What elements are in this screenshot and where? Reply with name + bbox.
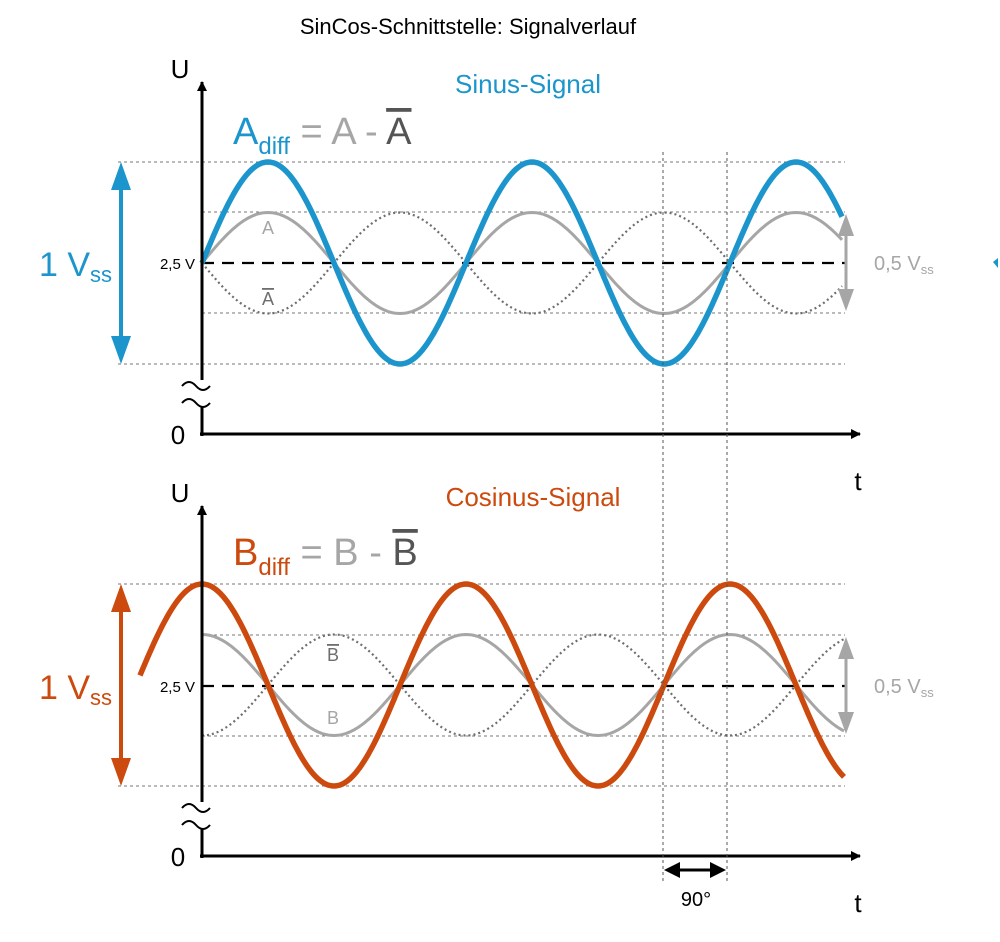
sine-amplitude-arrowhead-top	[111, 162, 131, 190]
phase-arrowhead-left	[664, 862, 680, 878]
sine-formula: Adiff = A - A	[233, 111, 412, 160]
cosine-amplitude-arrowhead-bottom	[111, 758, 131, 786]
phase-marker-label: 90°	[681, 889, 711, 911]
sine-aux-arrowhead-bottom	[838, 289, 854, 311]
cosine-panel: U t 0 2,5 V Cosinus-Signal Bdiff = B - B…	[39, 478, 934, 918]
sine-y-axis-label: U	[171, 54, 190, 84]
cosine-formula: Bdiff = B - B	[233, 532, 418, 581]
cosine-amplitude-arrowhead-top	[111, 584, 131, 612]
sine-zero-label: 0	[171, 420, 185, 450]
sine-signal-title: Sinus-Signal	[455, 69, 601, 99]
cosine-signal-title: Cosinus-Signal	[446, 482, 621, 512]
phase-marker: 90°	[662, 152, 728, 911]
sine-amplitude-arrowhead-bottom	[111, 336, 131, 364]
diagram-title: SinCos-Schnittstelle: Signalverlauf	[300, 14, 637, 39]
cosine-b-curve-label: B	[327, 708, 339, 728]
cosine-b-inverted-label: B	[327, 645, 339, 665]
cosine-axis-break-icon	[181, 803, 211, 830]
sine-axis-break-icon	[181, 381, 211, 408]
sine-edge-marker-icon	[993, 258, 998, 268]
cosine-aux-arrowhead-top	[838, 637, 854, 659]
cosine-zero-label: 0	[171, 842, 185, 872]
sine-panel: U t 0 2,5 V Sinus-Signal Adiff = A - A 1…	[39, 54, 998, 496]
cosine-offset-label: 2,5 V	[160, 679, 195, 696]
cosine-y-axis-label: U	[171, 478, 190, 508]
sine-aux-arrowhead-top	[838, 214, 854, 236]
cosine-b-curve	[201, 632, 845, 738]
sine-aux-amplitude-label: 0,5 Vss	[874, 253, 934, 277]
sine-diff-curve	[199, 159, 845, 367]
cosine-amplitude-label: 1 Vss	[39, 669, 112, 710]
sine-a-inverted-label: A	[262, 289, 274, 309]
sine-a-curve-label: A	[262, 218, 274, 238]
cosine-x-axis-label: t	[854, 888, 862, 918]
sine-offset-label: 2,5 V	[160, 256, 195, 273]
phase-arrowhead-right	[710, 862, 726, 878]
cosine-aux-amplitude-label: 0,5 Vss	[874, 676, 934, 700]
cosine-aux-arrowhead-bottom	[838, 712, 854, 734]
sine-amplitude-label: 1 Vss	[39, 246, 112, 287]
sine-x-axis-label: t	[854, 466, 862, 496]
